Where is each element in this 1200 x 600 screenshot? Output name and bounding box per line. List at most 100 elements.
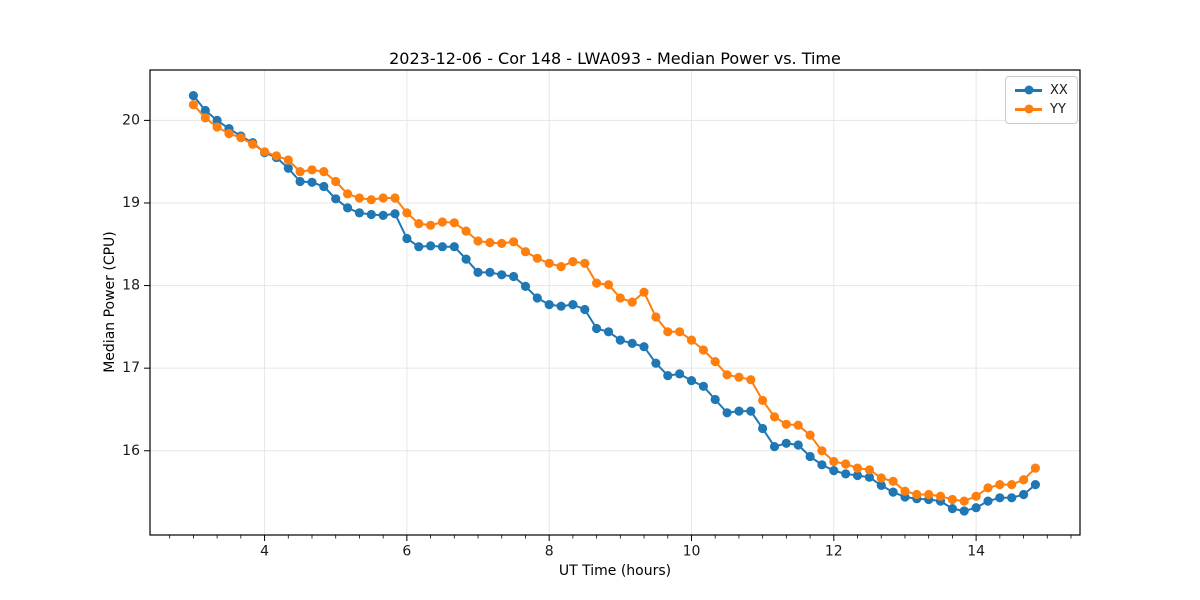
series-yy-marker [556, 262, 566, 272]
series-yy-marker [829, 456, 839, 467]
series-xx-marker [698, 381, 709, 391]
series-xx-marker [746, 406, 756, 416]
series-xx-marker [437, 242, 447, 252]
series-xx-marker [971, 503, 981, 513]
series-xx-marker [817, 460, 827, 470]
legend-marker-yy [1024, 104, 1033, 114]
series-xx-marker [520, 281, 531, 291]
series-xx-marker [769, 442, 780, 452]
series-xx-marker [473, 267, 483, 277]
y-tick-label: 19 [122, 195, 140, 211]
series-xx-marker [390, 209, 400, 219]
series-xx-marker [758, 423, 768, 434]
series-yy-marker [651, 312, 661, 322]
series-xx-marker [592, 323, 602, 334]
series-yy-marker [852, 463, 863, 473]
series-yy-marker [200, 113, 210, 123]
series-yy-marker [426, 220, 436, 230]
series-yy-marker [947, 494, 958, 505]
series-xx-marker [414, 242, 424, 252]
series-yy-marker [746, 375, 756, 385]
series-xx-marker [983, 496, 993, 506]
series-yy-marker [319, 167, 329, 177]
series-xx-marker [651, 358, 661, 368]
series-yy-marker [971, 491, 981, 501]
series-yy-marker [212, 122, 222, 132]
y-tick-label: 16 [122, 443, 140, 459]
series-yy-marker [959, 496, 969, 506]
series-xx-marker [995, 493, 1005, 503]
series-yy-marker [686, 335, 697, 345]
series-yy-marker [698, 345, 709, 355]
series-yy-marker [248, 139, 258, 149]
series-yy-marker [461, 226, 471, 236]
series-yy-marker [307, 165, 317, 175]
series-yy-marker [1019, 475, 1029, 485]
series-xx-marker [402, 233, 412, 244]
series-yy-marker [485, 238, 495, 248]
series-xx-marker [793, 440, 803, 450]
series-xx-marker [556, 301, 566, 311]
series-yy-marker [283, 155, 293, 165]
series-xx-marker [663, 371, 673, 381]
series-xx-marker [366, 209, 376, 220]
series-xx-marker [888, 487, 898, 497]
series-yy-marker [1030, 463, 1040, 473]
series-xx-marker [580, 304, 590, 315]
y-axis-label: Median Power (CPU) [102, 231, 118, 373]
series-yy-marker [544, 258, 554, 268]
series-yy-marker [983, 483, 993, 493]
series-yy-marker [935, 491, 946, 501]
series-yy-marker [592, 278, 602, 288]
series-xx-marker [627, 338, 637, 348]
series-xx-marker [508, 271, 519, 282]
series-yy-marker [378, 193, 388, 203]
series-xx-marker [615, 335, 625, 345]
series-xx-marker [734, 406, 744, 416]
series-yy-marker [900, 486, 910, 496]
series-yy-marker [710, 357, 720, 367]
series-yy-marker [532, 253, 542, 263]
series-yy-marker [473, 236, 483, 246]
series-xx-marker [544, 300, 554, 310]
x-tick-label: 8 [545, 544, 554, 560]
series-xx-marker [722, 408, 732, 418]
series-yy-marker [437, 217, 447, 227]
series-xx-marker [639, 342, 649, 352]
legend-label-yy: YY [1050, 102, 1066, 117]
series-yy-marker [1007, 480, 1017, 490]
series-xx-marker [497, 270, 507, 280]
series-yy-marker [520, 247, 531, 257]
series-yy-marker [603, 280, 614, 290]
legend: XX YY [1005, 76, 1078, 124]
series-yy-marker [414, 219, 424, 229]
series-yy-marker [236, 133, 246, 143]
y-tick-label: 20 [122, 112, 140, 128]
series-xx-marker [686, 376, 697, 386]
series-yy-marker [449, 218, 459, 228]
y-tick-label: 17 [122, 360, 140, 376]
legend-label-xx: XX [1050, 83, 1068, 98]
x-tick-label: 10 [683, 544, 701, 560]
series-xx-marker [710, 394, 720, 405]
series-yy-marker [354, 193, 364, 203]
series-yy-marker [675, 327, 685, 337]
series-xx-marker [532, 293, 542, 303]
series-xx-marker [852, 470, 863, 481]
series-yy-marker [260, 147, 270, 157]
series-yy-marker [271, 151, 281, 161]
x-tick-label: 12 [825, 544, 843, 560]
series-yy-marker [793, 420, 803, 430]
series-xx-marker [354, 208, 364, 218]
legend-line-sample-yy [1015, 104, 1042, 114]
series-xx-marker [805, 451, 815, 462]
series-yy-marker [722, 370, 732, 380]
series-yy-marker [663, 327, 673, 337]
series-yy-marker [497, 238, 507, 248]
series-yy-marker [758, 395, 768, 405]
series-yy-marker [912, 489, 922, 500]
series-yy-marker [781, 419, 791, 429]
series-yy-marker [580, 258, 590, 268]
series-yy-marker [508, 237, 519, 247]
